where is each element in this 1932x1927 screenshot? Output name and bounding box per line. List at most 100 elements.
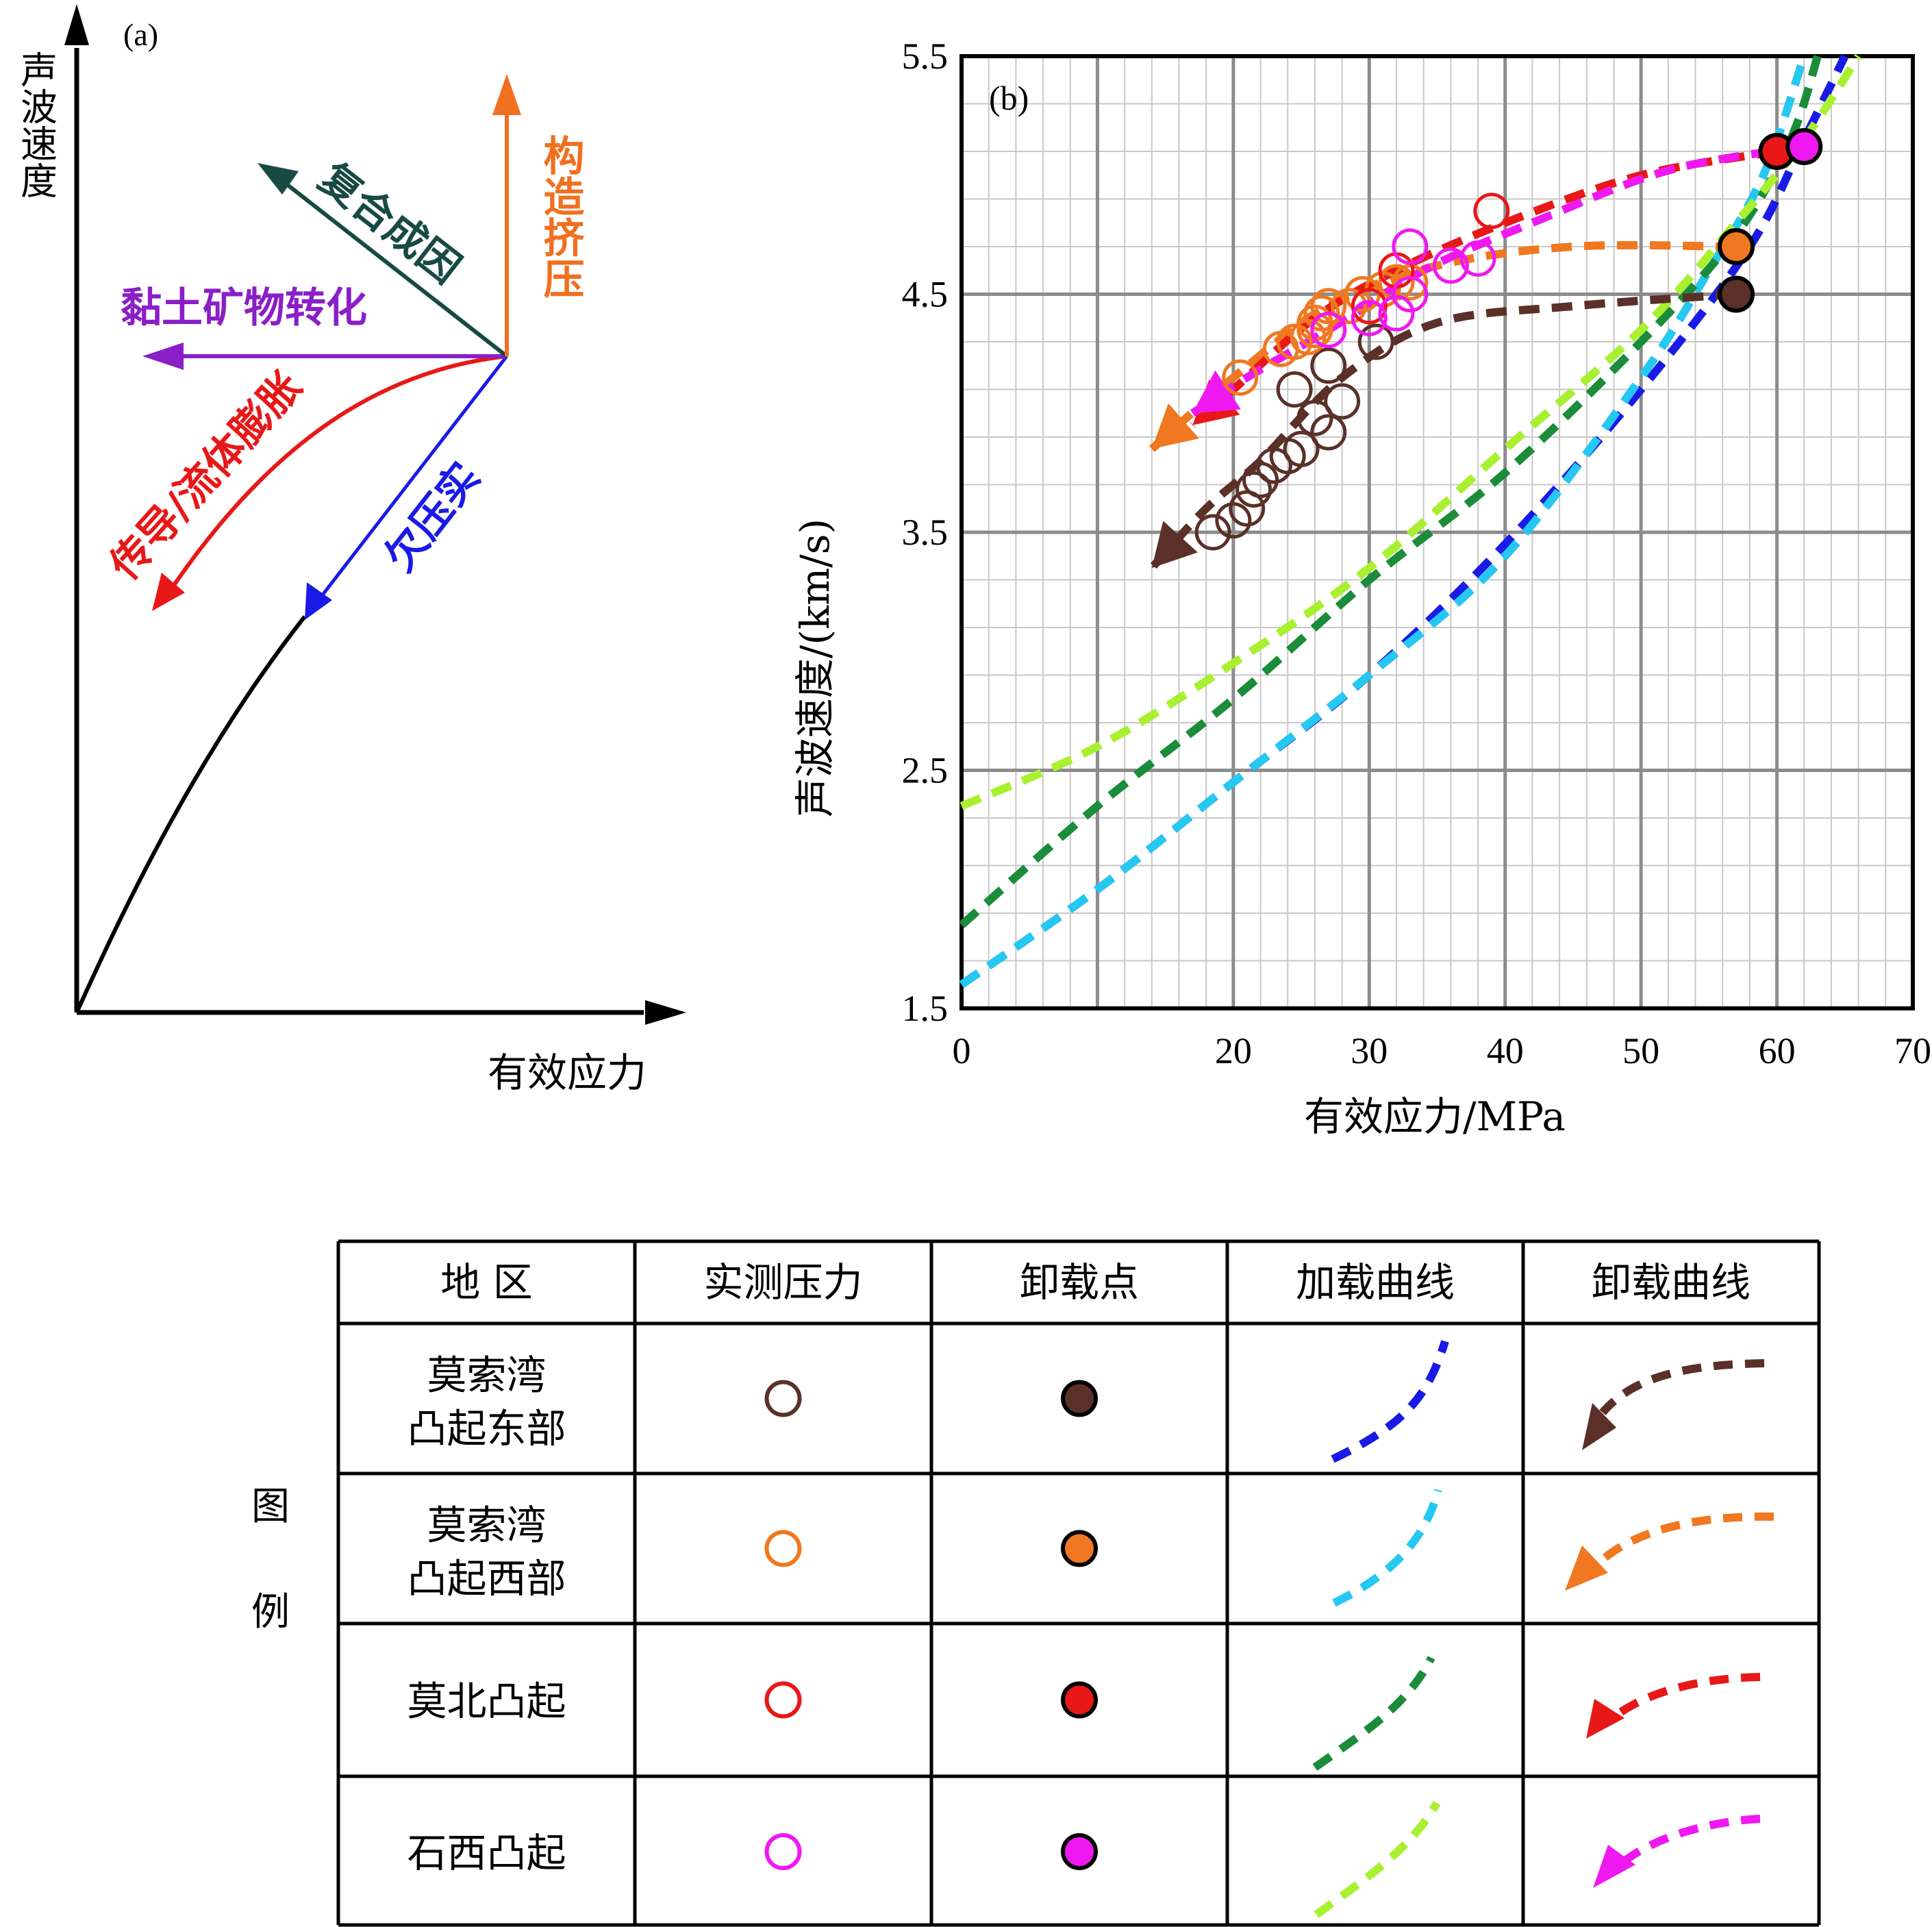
legend-unloading-arrowhead bbox=[1593, 1845, 1635, 1888]
legend-unloading-arrowhead bbox=[1565, 1545, 1608, 1591]
legend-unload-point-symbol bbox=[1061, 1380, 1098, 1417]
legend-loading-curve-symbol bbox=[1332, 1489, 1442, 1607]
measured-point bbox=[1222, 359, 1259, 396]
measured-point bbox=[1242, 462, 1279, 499]
panel-b-chart: 0 20 30 40 50 60 70 1.5 2.5 3.5 4.5 5.5 (b) 有效应力/MP… bbox=[792, 36, 1931, 1140]
plot-frame bbox=[959, 54, 1915, 1010]
measured-point bbox=[1459, 240, 1496, 277]
table-region-cell: 莫北凸起 bbox=[407, 1678, 566, 1725]
compaction-trend-curve bbox=[75, 615, 307, 1014]
measured-point bbox=[1378, 264, 1415, 301]
measured-point bbox=[1296, 399, 1333, 436]
panel-a-ylabel: 声波速度 bbox=[14, 51, 58, 199]
measured-point bbox=[1357, 323, 1394, 360]
y-tick-label: 3.5 bbox=[902, 512, 949, 553]
measured-point bbox=[1296, 312, 1333, 349]
fluid-expansion-arrowhead bbox=[152, 573, 185, 611]
legend-table: 图 例 地 区实测压力 卸载点 加载曲线 卸载曲线莫索湾凸起东部莫索湾凸起西部莫北凸起… bbox=[251, 1239, 1821, 1927]
y-tick-label: 2.5 bbox=[902, 750, 949, 791]
loading-curve bbox=[959, 54, 1849, 989]
table-header-cell: 加载曲线 bbox=[1296, 1259, 1455, 1306]
panel-b-label: (b) bbox=[989, 79, 1029, 117]
unloading-point bbox=[1718, 228, 1755, 265]
legend-table-content: 地 区实测压力 卸载点 加载曲线 卸载曲线莫索湾凸起东部莫索湾凸起西部莫北凸起石西凸起 bbox=[407, 1259, 1774, 1918]
table-region-cell-line1: 莫索湾 bbox=[427, 1352, 546, 1399]
points bbox=[1194, 128, 1823, 551]
panel-a-x-axis-arrowhead bbox=[645, 1000, 686, 1025]
clay-transformation-label: 黏土矿物转化 bbox=[121, 284, 367, 332]
legend-unloading-curve-symbol bbox=[1610, 1673, 1761, 1721]
fluid-expansion-arrow bbox=[169, 354, 507, 590]
measured-point bbox=[1378, 295, 1415, 332]
measured-point bbox=[1310, 347, 1347, 384]
measured-point bbox=[1324, 383, 1361, 420]
legend-side-label-1: 图 bbox=[251, 1484, 290, 1529]
x-tick-label: 50 bbox=[1622, 1030, 1659, 1071]
legend-loading-curve-symbol bbox=[1331, 1340, 1449, 1463]
undercompaction-arrowhead bbox=[305, 582, 332, 620]
y-axis-label: 声波速度/(km/s) bbox=[792, 519, 838, 817]
measured-point bbox=[1392, 228, 1429, 265]
undercompaction-label: 欠压实 bbox=[376, 453, 490, 580]
table-region-cell-line2: 凸起西部 bbox=[407, 1556, 566, 1602]
measured-point bbox=[1432, 247, 1469, 284]
measured-point bbox=[1351, 299, 1388, 336]
tectonic-compression-arrowhead bbox=[492, 74, 521, 115]
panel-a-label: (a) bbox=[123, 17, 158, 52]
legend-measured-symbol bbox=[764, 1530, 802, 1567]
measured-point bbox=[1392, 264, 1429, 301]
measured-point bbox=[1215, 502, 1252, 539]
x-tick-label: 0 bbox=[953, 1030, 971, 1071]
measured-point bbox=[1276, 371, 1313, 408]
unloading-curve bbox=[1190, 142, 1805, 417]
panel-a-xlabel: 有效应力 bbox=[488, 1049, 647, 1096]
legend-loading-curve-symbol bbox=[1312, 1656, 1435, 1771]
measured-point bbox=[1283, 430, 1320, 467]
x-tick-label: 30 bbox=[1351, 1030, 1388, 1071]
measured-point bbox=[1473, 192, 1510, 229]
measured-point bbox=[1392, 276, 1429, 312]
measured-point bbox=[1331, 288, 1368, 325]
composite-arrow bbox=[286, 183, 508, 358]
legend-measured-symbol bbox=[764, 1833, 802, 1870]
table-header-cell: 地 区 bbox=[440, 1259, 532, 1306]
measured-point bbox=[1351, 288, 1388, 325]
legend-unloading-arrowhead bbox=[1586, 1699, 1624, 1739]
y-tick-label: 4.5 bbox=[902, 274, 949, 315]
legend-unload-point-symbol bbox=[1061, 1833, 1098, 1870]
legend-unloading-curve-symbol bbox=[1599, 1359, 1765, 1415]
unloading-arrowhead bbox=[1151, 521, 1198, 569]
legend-measured-symbol bbox=[764, 1380, 802, 1417]
unloading-arrowhead bbox=[1192, 370, 1241, 414]
unloading-curve bbox=[1149, 290, 1737, 571]
x-tick-label: 20 bbox=[1215, 1030, 1252, 1071]
legend-unloading-arrowhead bbox=[1582, 1403, 1616, 1450]
measured-point bbox=[1229, 490, 1266, 527]
panel-a: (a) 声波速度 有效应力 构造挤压 复合成因 黏土矿物转化 传导/流体膨胀 欠… bbox=[14, 4, 686, 1096]
panel-a-y-axis-arrowhead bbox=[64, 4, 89, 45]
composite-arrowhead bbox=[258, 163, 299, 195]
legend-unload-point-symbol bbox=[1061, 1681, 1098, 1719]
unloading-curve bbox=[1149, 240, 1737, 452]
unloading-arrowhead bbox=[1151, 403, 1199, 449]
table-header-cell: 卸载曲线 bbox=[1592, 1259, 1751, 1306]
x-axis-label: 有效应力/MPa bbox=[1304, 1093, 1566, 1140]
undercompaction-arrow bbox=[315, 355, 508, 604]
measured-point bbox=[1310, 414, 1347, 451]
loading-curve bbox=[959, 53, 1862, 810]
measured-point bbox=[1303, 295, 1340, 332]
axis-ticks: 0 20 30 40 50 60 70 1.5 2.5 3.5 4.5 5.5 bbox=[902, 36, 1932, 1071]
table-region-cell: 石西凸起 bbox=[407, 1830, 566, 1876]
legend-table-grid bbox=[336, 1239, 1821, 1927]
x-tick-label: 70 bbox=[1894, 1030, 1931, 1071]
table-region-cell-line2: 凸起东部 bbox=[407, 1406, 566, 1452]
table-header-cell: 卸载点 bbox=[1020, 1259, 1139, 1306]
clay-transformation-arrowhead bbox=[142, 343, 184, 370]
legend-measured-symbol bbox=[764, 1681, 802, 1719]
y-tick-label: 1.5 bbox=[902, 988, 949, 1029]
legend-side-label-2: 例 bbox=[251, 1590, 290, 1634]
table-header-cell: 实测压力 bbox=[703, 1259, 862, 1306]
legend-unload-point-symbol bbox=[1061, 1530, 1098, 1567]
x-tick-label: 60 bbox=[1759, 1030, 1796, 1071]
